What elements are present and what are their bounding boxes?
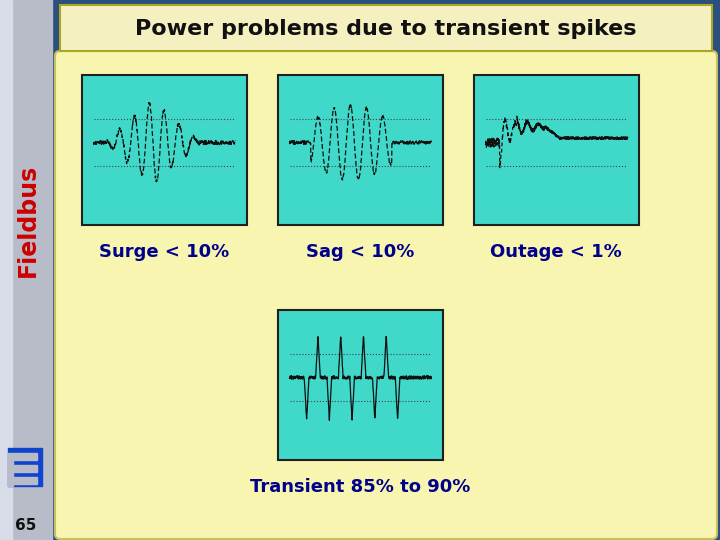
Text: Sag < 10%: Sag < 10% <box>306 243 414 261</box>
Text: Outage < 1%: Outage < 1% <box>490 243 622 261</box>
FancyBboxPatch shape <box>55 51 717 539</box>
Bar <box>13 453 37 460</box>
Text: Transient 85% to 90%: Transient 85% to 90% <box>250 478 470 496</box>
Bar <box>0 0 52 540</box>
Bar <box>8 453 13 486</box>
Text: Surge < 10%: Surge < 10% <box>99 243 229 261</box>
Text: Fieldbus: Fieldbus <box>16 164 40 276</box>
Bar <box>0 0 12 540</box>
Bar <box>8 448 42 486</box>
Bar <box>13 477 37 484</box>
Text: 65: 65 <box>15 517 37 532</box>
Bar <box>474 75 639 225</box>
Bar <box>82 75 247 225</box>
Bar <box>60 5 712 51</box>
Text: Power problems due to transient spikes: Power problems due to transient spikes <box>135 19 636 39</box>
Bar <box>13 465 37 472</box>
Bar <box>278 75 443 225</box>
Bar <box>278 310 443 460</box>
